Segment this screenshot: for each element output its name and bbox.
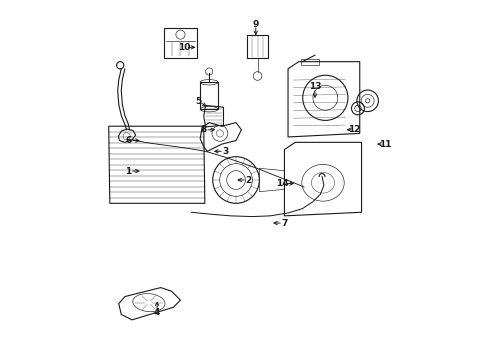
Text: 14: 14 xyxy=(276,179,289,188)
Bar xyxy=(164,28,196,58)
Bar xyxy=(247,35,269,58)
Text: 10: 10 xyxy=(178,43,190,52)
Text: 5: 5 xyxy=(195,96,201,105)
Text: 9: 9 xyxy=(252,19,259,28)
Text: 2: 2 xyxy=(245,176,252,185)
Text: 12: 12 xyxy=(348,125,361,134)
Text: 6: 6 xyxy=(125,136,132,145)
Text: 11: 11 xyxy=(379,140,391,149)
Text: 13: 13 xyxy=(309,82,321,91)
Text: 8: 8 xyxy=(200,125,207,134)
Bar xyxy=(300,59,318,64)
Bar xyxy=(200,82,218,109)
Text: 3: 3 xyxy=(222,147,228,156)
Text: 1: 1 xyxy=(125,167,132,176)
Text: 7: 7 xyxy=(281,219,288,228)
Text: 4: 4 xyxy=(154,308,160,317)
